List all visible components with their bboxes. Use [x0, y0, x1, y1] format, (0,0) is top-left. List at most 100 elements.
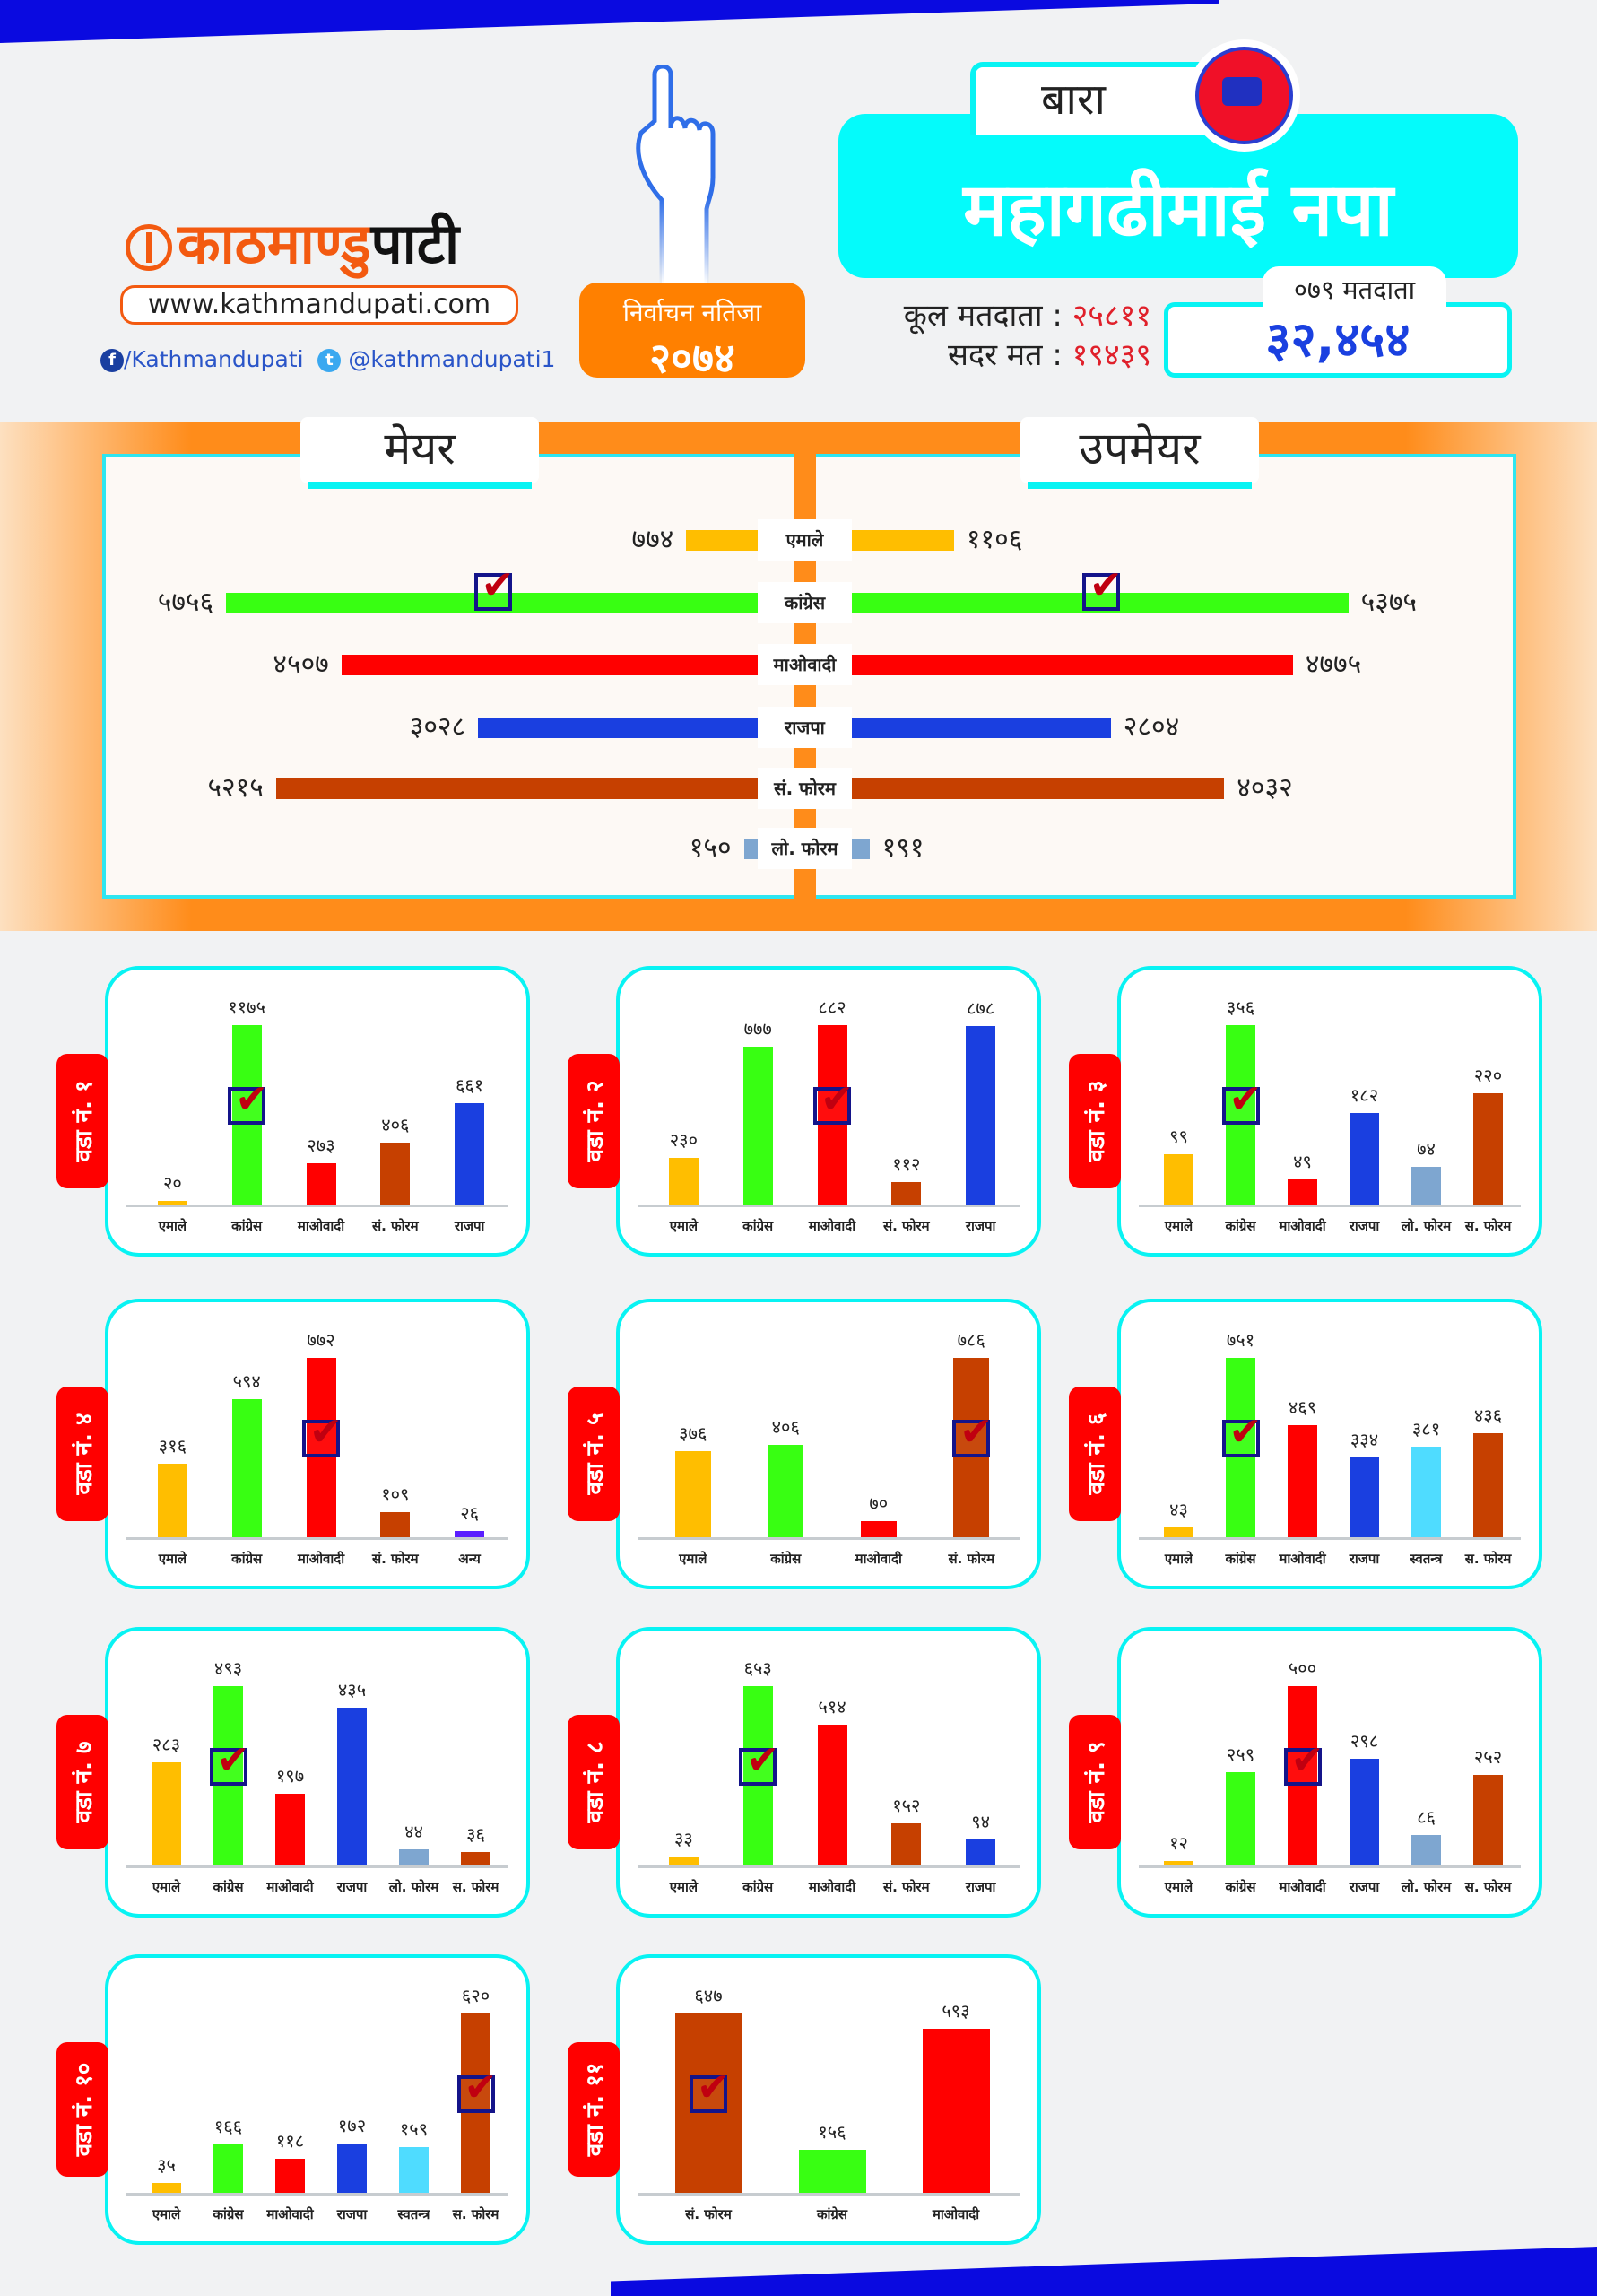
- bar-value-label: २०: [162, 1172, 182, 1194]
- ward-label-tab: वडा नं. ११: [568, 2042, 620, 2177]
- twitter-link[interactable]: @kathmandupati1: [348, 346, 556, 372]
- logo-text-2: पाटी: [370, 211, 460, 276]
- bar-category-label: एमाले: [1164, 1551, 1193, 1567]
- winner-check-icon: [1221, 1076, 1262, 1125]
- chart-baseline: [126, 2193, 508, 2196]
- bar-category-label: स्वतन्त्र: [1410, 1551, 1443, 1567]
- bar-value-label: ७७२: [307, 1329, 335, 1351]
- ward-label-tab: वडा नं. ९: [1069, 1715, 1121, 1849]
- bar-value-label: २५९: [1226, 1744, 1255, 1766]
- bar-category-label: राजपा: [1349, 1879, 1380, 1895]
- ward-bar-rajpa: [966, 1839, 996, 1866]
- bar-value-label: ५००: [1288, 1657, 1317, 1679]
- chart-baseline: [126, 1537, 508, 1540]
- ward-bar-maoist: [275, 1794, 305, 1866]
- bar-value-label: ४०६: [381, 1113, 410, 1135]
- bar-value-label: १५२: [892, 1795, 921, 1817]
- voters-079-box: ३२,४५४: [1164, 302, 1512, 378]
- bar-category-label: अन्य: [458, 1551, 481, 1567]
- bar-value-label: ४६९: [1288, 1396, 1317, 1419]
- bar-value-label: ११८: [275, 2129, 305, 2152]
- ward-bar-rajpa: [1350, 1457, 1379, 1537]
- ward-bar-emale: [152, 2182, 181, 2193]
- bar-value-label: २७३: [307, 1134, 335, 1156]
- facebook-icon: f: [100, 349, 124, 372]
- chart-baseline: [126, 1866, 508, 1868]
- ward-bar-emale: [1164, 1154, 1193, 1205]
- bar-category-label: राजपा: [1349, 1551, 1380, 1567]
- facebook-link[interactable]: /Kathmandupati: [124, 346, 304, 372]
- bar-category-label: सं. फोरम: [685, 2206, 732, 2222]
- bar-category-label: माओवादी: [297, 1218, 345, 1234]
- bar-category-label: लो. फोरम: [1401, 1879, 1452, 1895]
- ward-bar-sforum: [1473, 1775, 1503, 1866]
- party-label-congress: कांग्रेस: [758, 582, 852, 623]
- logo-text-1: काठमाण्डु: [178, 211, 371, 276]
- mayor-votes: ४५०७: [273, 648, 329, 680]
- bar-category-label: माओवादी: [266, 2206, 314, 2222]
- ward-label: वडा नं. ७: [71, 1741, 98, 1823]
- bar-category-label: राजपा: [1349, 1218, 1380, 1234]
- ward-panel: वडा नं. ६ ४३ एमाले ७५१ कांग्रेस ४६९ माओवादी ३३४…: [1069, 1299, 1542, 1589]
- bar-value-label: २५२: [1473, 1746, 1503, 1769]
- mayor-bar-sforum: [275, 778, 758, 799]
- winner-check-icon: [690, 2065, 730, 2113]
- winner-check-icon: [209, 1737, 249, 1786]
- deputy-votes: ११०६: [966, 524, 1023, 555]
- deputy-votes: २८०४: [1123, 711, 1180, 743]
- vote-stats: कूल मतदाता : २५८११ सदर मत : १९४३९: [842, 296, 1151, 375]
- bar-value-label: ४३६: [1473, 1404, 1503, 1426]
- bar-value-label: २६: [460, 1502, 479, 1525]
- winner-check-icon: [813, 1076, 854, 1125]
- chart-baseline: [1139, 1537, 1521, 1540]
- chart-baseline: [638, 1537, 1020, 1540]
- winner-check-icon: [1283, 1737, 1324, 1786]
- bar-value-label: ३५६: [1226, 996, 1255, 1018]
- bar-value-label: १९७: [275, 1765, 305, 1787]
- ward-bar-maoist: [860, 1521, 897, 1537]
- bar-category-label: एमाले: [679, 1551, 707, 1567]
- website-link[interactable]: www.kathmandupati.com: [120, 285, 518, 325]
- ward-bar-rajpa: [337, 2143, 367, 2193]
- party-label-emale: एमाले: [758, 519, 852, 561]
- ward-bar-congress: [231, 1399, 262, 1537]
- bar-value-label: ३५: [157, 2153, 176, 2176]
- ward-bar-sforum: [380, 1511, 411, 1537]
- ward-panel: वडा नं. १० ३५ एमाले १६६ कांग्रेस ११८ माओवादी १७…: [56, 1954, 530, 2245]
- ward-label: वडा नं. ८: [582, 1741, 609, 1823]
- voting-finger-icon: [636, 65, 716, 285]
- bar-value-label: ११२: [892, 1152, 921, 1175]
- winner-check-icon: [952, 1409, 993, 1457]
- bar-value-label: ४४: [404, 1821, 423, 1843]
- bar-value-label: ७८६: [957, 1329, 985, 1351]
- ward-bar-emale: [1164, 1526, 1193, 1537]
- bar-value-label: ३७६: [679, 1422, 707, 1445]
- ward-bar-congress: [742, 1046, 773, 1205]
- bar-category-label: माओवादी: [297, 1551, 345, 1567]
- bar-category-label: एमाले: [1164, 1879, 1193, 1895]
- bar-category-label: राजपा: [965, 1218, 996, 1234]
- ward-bar-emale: [152, 1762, 181, 1866]
- bar-category-label: स्वतन्त्र: [397, 2206, 430, 2222]
- bar-category-label: कांग्रेस: [213, 1879, 244, 1895]
- bar-category-label: एमाले: [158, 1551, 187, 1567]
- mayor-votes: ५७५६: [157, 587, 214, 618]
- ward-bar-loforum: [399, 1849, 429, 1866]
- ward-label: वडा नं. ४: [71, 1413, 98, 1495]
- ballot-box-emblem-icon: [1188, 39, 1300, 152]
- bar-value-label: ९९: [1169, 1126, 1188, 1148]
- winner-check-icon: [302, 1409, 343, 1457]
- bar-category-label: सं. फोरम: [882, 1879, 930, 1895]
- ward-bar-loforum: [1411, 1167, 1441, 1205]
- bar-category-label: लो. फोरम: [1401, 1218, 1452, 1234]
- bar-value-label: १७२: [337, 2114, 367, 2136]
- party-label-sforum: सं. फोरम: [758, 768, 852, 809]
- bar-category-label: स. फोरम: [452, 2206, 499, 2222]
- bar-category-label: सं. फोरम: [882, 1218, 930, 1234]
- bar-value-label: २२०: [1473, 1065, 1503, 1087]
- ward-label-tab: वडा नं. १: [56, 1054, 108, 1188]
- bar-value-label: ४९३: [213, 1657, 243, 1679]
- ward-label: वडा नं. १: [71, 1080, 98, 1162]
- ward-bar-anya: [455, 1531, 485, 1537]
- bar-value-label: ७४: [1417, 1138, 1436, 1161]
